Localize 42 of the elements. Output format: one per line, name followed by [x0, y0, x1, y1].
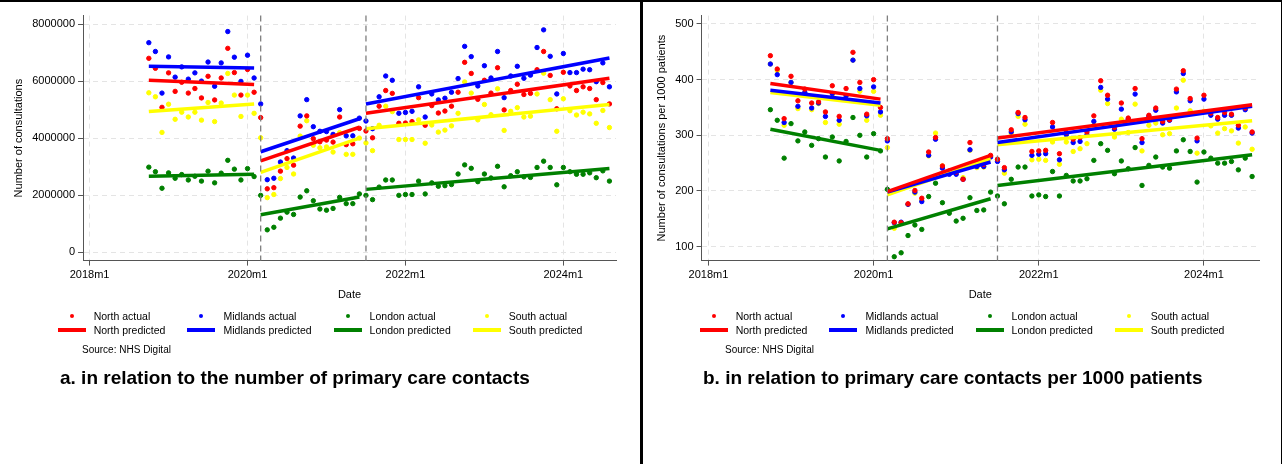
- legend-label: North predicted: [735, 324, 808, 336]
- legend-label: South actual: [508, 310, 568, 322]
- x-axis-title: Date: [968, 288, 992, 301]
- x-tick-label: 2022m1: [1018, 268, 1059, 281]
- y-axis-title: Number of consultations per 1000 patients: [654, 34, 667, 242]
- text: a. in relation to the number of primary care contacts: [60, 367, 531, 389]
- source-note: Source: NHS Digital: [725, 344, 815, 355]
- y-tick-label: 400: [675, 72, 694, 85]
- y-axis-title: Number of consultations: [11, 78, 24, 198]
- x-tick-label: 2024m1: [1184, 268, 1224, 281]
- legend-label: Midlands actual: [223, 310, 297, 322]
- legend-label: South predicted: [508, 324, 583, 336]
- legend-label: Midlands predicted: [223, 324, 312, 336]
- source-note: Source: NHS Digital: [82, 344, 172, 355]
- y-tick-label: 100: [675, 239, 694, 252]
- legend-label: London predicted: [1011, 324, 1093, 336]
- legend-label: London actual: [1011, 310, 1078, 322]
- y-tick-label: 8000000: [32, 17, 76, 30]
- legend-label: North actual: [93, 310, 151, 322]
- legend-label: Midlands actual: [865, 310, 939, 322]
- y-tick-label: 500: [675, 16, 694, 29]
- x-tick-label: 2018m1: [688, 268, 729, 281]
- text: b. in relation to primary care contacts per 1000 patients: [703, 367, 1204, 389]
- x-axis-title: Date: [337, 288, 362, 301]
- x-tick-label: 2020m1: [853, 268, 894, 281]
- legend-label: South predicted: [1150, 324, 1225, 336]
- x-tick-label: 2022m1: [385, 268, 426, 281]
- y-tick-label: 200: [675, 184, 694, 197]
- legend-label: London predicted: [369, 324, 451, 336]
- y-tick-label: 0: [68, 245, 76, 258]
- legend-label: Midlands predicted: [865, 324, 954, 336]
- y-tick-label: 4000000: [32, 131, 76, 144]
- y-tick-label: 6000000: [32, 74, 76, 87]
- legend-label: North actual: [735, 310, 793, 322]
- legend-label: London actual: [369, 310, 436, 322]
- y-tick-label: 300: [675, 128, 694, 141]
- x-tick-label: 2020m1: [227, 268, 268, 281]
- x-tick-label: 2018m1: [69, 268, 110, 281]
- legend-label: South actual: [1150, 310, 1210, 322]
- y-tick-label: 2000000: [32, 188, 76, 201]
- x-tick-label: 2024m1: [543, 268, 584, 281]
- legend-label: North predicted: [93, 324, 166, 336]
